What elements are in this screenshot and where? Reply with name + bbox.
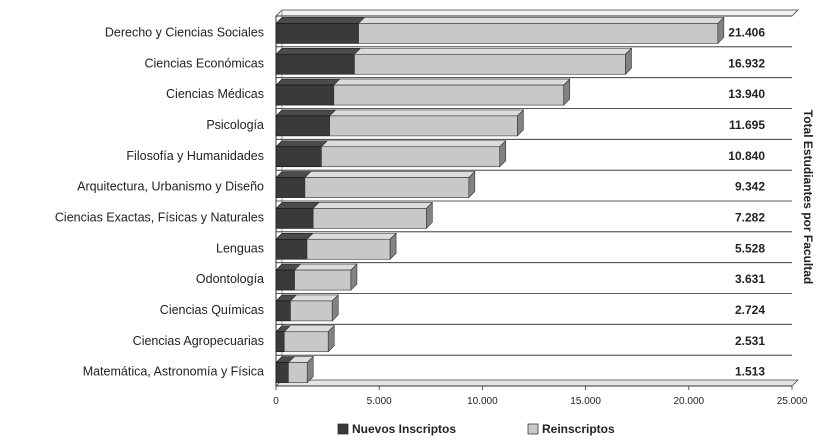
total-labels: 21.406 16.932 13.940 11.695 10.840 9.342 7.282… [728,25,765,378]
bar-top-nuevos [275,17,366,24]
bar-top-reinscriptos [289,294,339,302]
category-label: Ciencias Exactas, Físicas y Naturales [55,210,264,224]
category-label: Psicología [206,118,264,132]
bar-side-face [468,170,476,199]
bar-top-nuevos [275,109,337,117]
bar-reinscriptos [333,84,565,106]
legend: Nuevos Inscriptos Reinscriptos [337,422,615,436]
category-label: Lenguas [216,241,264,255]
bar-top-reinscriptos [353,47,633,55]
x-axis: 0 5.000 10.000 15.000 20.000 25.000 [273,386,808,407]
bar-side-face [389,232,397,260]
x-tick-label: 15.000 [570,396,601,407]
bar-reinscriptos [290,300,333,322]
bar-reinscriptos [306,238,391,260]
bar-side-face [331,294,339,322]
x-tick-label: 0 [273,396,279,407]
bar-side-face [426,201,433,230]
bar-top-nuevos [275,78,341,86]
bar-side-face [499,140,507,168]
category-label: Ciencias Químicas [160,303,264,317]
bar-top-reinscriptos [283,325,335,333]
category-label: Matemática, Astronomía y Física [83,365,264,379]
bar-top-reinscriptos [320,140,507,148]
bar-reinscriptos [321,146,501,168]
bar-top-nuevos [275,232,314,240]
bar-reinscriptos [304,177,470,198]
total-label: 2.724 [735,303,765,317]
bar-top-reinscriptos [293,263,358,271]
legend-swatch [527,423,539,435]
bar-top-nuevos [275,47,362,55]
x-tick-label: 25.000 [777,396,808,407]
total-label: 21.406 [728,25,765,39]
bar-reinscriptos [283,331,329,353]
bar-nuevos [275,300,291,322]
total-label: 7.282 [735,210,765,224]
bar-nuevos [275,238,308,260]
bar-nuevos [275,208,314,229]
total-label: 13.940 [728,87,765,101]
x-tick-label: 5.000 [367,396,392,407]
category-label: Odontología [196,272,264,286]
category-label: Filosofía y Humanidades [126,149,264,163]
bar-top-reinscriptos [328,109,525,117]
category-label: Ciencias Económicas [145,56,265,70]
category-labels: Derecho y Ciencias Sociales Ciencias Econ… [55,25,264,378]
total-label: 5.528 [735,241,765,255]
bar-reinscriptos [329,115,518,137]
total-label: 1.513 [735,365,765,379]
bar-reinscriptos [358,23,719,44]
total-label: 16.932 [728,56,765,70]
bar-side-face [563,78,571,106]
category-label: Derecho y Ciencias Sociales [105,25,264,39]
total-label: 2.531 [735,334,765,348]
bar-nuevos [275,146,322,168]
bar-top-nuevos [275,202,320,209]
bars [275,16,725,384]
bar-reinscriptos [354,53,626,75]
bar-reinscriptos [312,208,427,229]
bar-nuevos [275,23,359,44]
bar-top-reinscriptos [304,171,476,178]
bar-side-face [327,325,335,353]
bar-side-face [625,47,632,75]
x-tick-label: 10.000 [467,396,498,407]
plot-top-edge [275,9,799,17]
bar-side-face [517,109,524,137]
plot-floor [275,379,799,387]
bar-side-face [350,263,358,291]
bar-top-reinscriptos [333,78,571,86]
bar-side-face [306,355,314,384]
plot-frame [275,9,799,387]
total-label: 10.840 [728,149,765,163]
bar-nuevos [275,269,295,291]
legend-label: Reinscriptos [542,422,615,436]
bar-top-reinscriptos [357,17,725,24]
bar-top-reinscriptos [312,202,434,209]
category-label: Ciencias Agropecuarias [133,334,264,348]
bar-reinscriptos [294,269,352,291]
category-label: Arquitectura, Urbanismo y Diseño [77,180,264,194]
bar-nuevos [275,331,285,353]
bar-nuevos [275,115,330,137]
x-tick-label: 20.000 [674,396,705,407]
bar-nuevos [275,362,289,383]
bar-top-nuevos [275,140,329,148]
bar-side-face [717,16,725,45]
bar-reinscriptos [288,362,308,383]
bar-nuevos [275,53,355,75]
total-label: 3.631 [735,272,765,286]
total-label: 11.695 [729,118,765,132]
total-label: 9.342 [735,180,765,194]
legend-label: Nuevos Inscriptos [352,422,456,436]
bar-nuevos [275,84,335,106]
category-label: Ciencias Médicas [166,87,264,101]
right-axis-label: Total Estudiantes por Facultad [801,110,815,284]
bar-top-reinscriptos [306,232,397,240]
legend-swatch [337,423,349,435]
bar-nuevos [275,177,306,198]
